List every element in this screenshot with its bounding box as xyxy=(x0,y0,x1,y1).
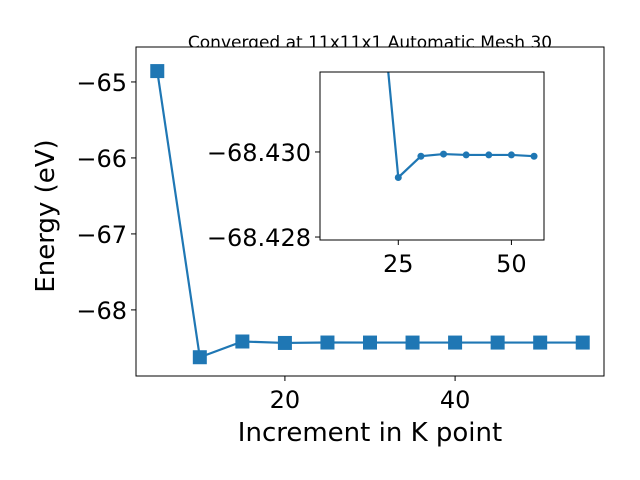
series xyxy=(387,72,538,181)
marker xyxy=(448,335,463,350)
x-tick-label: 25 xyxy=(383,250,414,278)
marker xyxy=(405,335,420,350)
y-tick-label: −68.428 xyxy=(207,224,311,252)
x-tick-label: 40 xyxy=(440,386,471,414)
marker xyxy=(530,152,538,160)
marker xyxy=(533,335,548,350)
marker xyxy=(507,151,515,159)
marker xyxy=(192,350,207,365)
y-tick-label: −68.430 xyxy=(207,139,311,167)
y-axis-label: Energy (eV) xyxy=(31,139,61,292)
marker xyxy=(320,335,335,350)
axes-frame xyxy=(319,71,545,241)
marker xyxy=(417,152,425,160)
x-tick-label: 50 xyxy=(496,250,527,278)
marker xyxy=(462,151,470,159)
y-tick-label: −65 xyxy=(76,69,127,97)
marker xyxy=(150,64,165,79)
marker xyxy=(363,335,377,350)
y-tick-label: −67 xyxy=(76,221,127,249)
marker xyxy=(490,335,505,350)
y-tick-label: −66 xyxy=(76,145,127,173)
marker xyxy=(235,334,250,349)
marker xyxy=(277,335,292,350)
marker xyxy=(394,173,402,181)
series xyxy=(150,64,590,365)
axes-frame xyxy=(135,46,605,377)
y-tick-label: −68 xyxy=(76,297,127,325)
x-axis-label: Increment in K point xyxy=(238,418,502,448)
line xyxy=(387,72,535,180)
marker xyxy=(575,335,590,350)
marker xyxy=(440,150,448,158)
x-tick-label: 20 xyxy=(270,386,301,414)
marker xyxy=(485,151,493,159)
